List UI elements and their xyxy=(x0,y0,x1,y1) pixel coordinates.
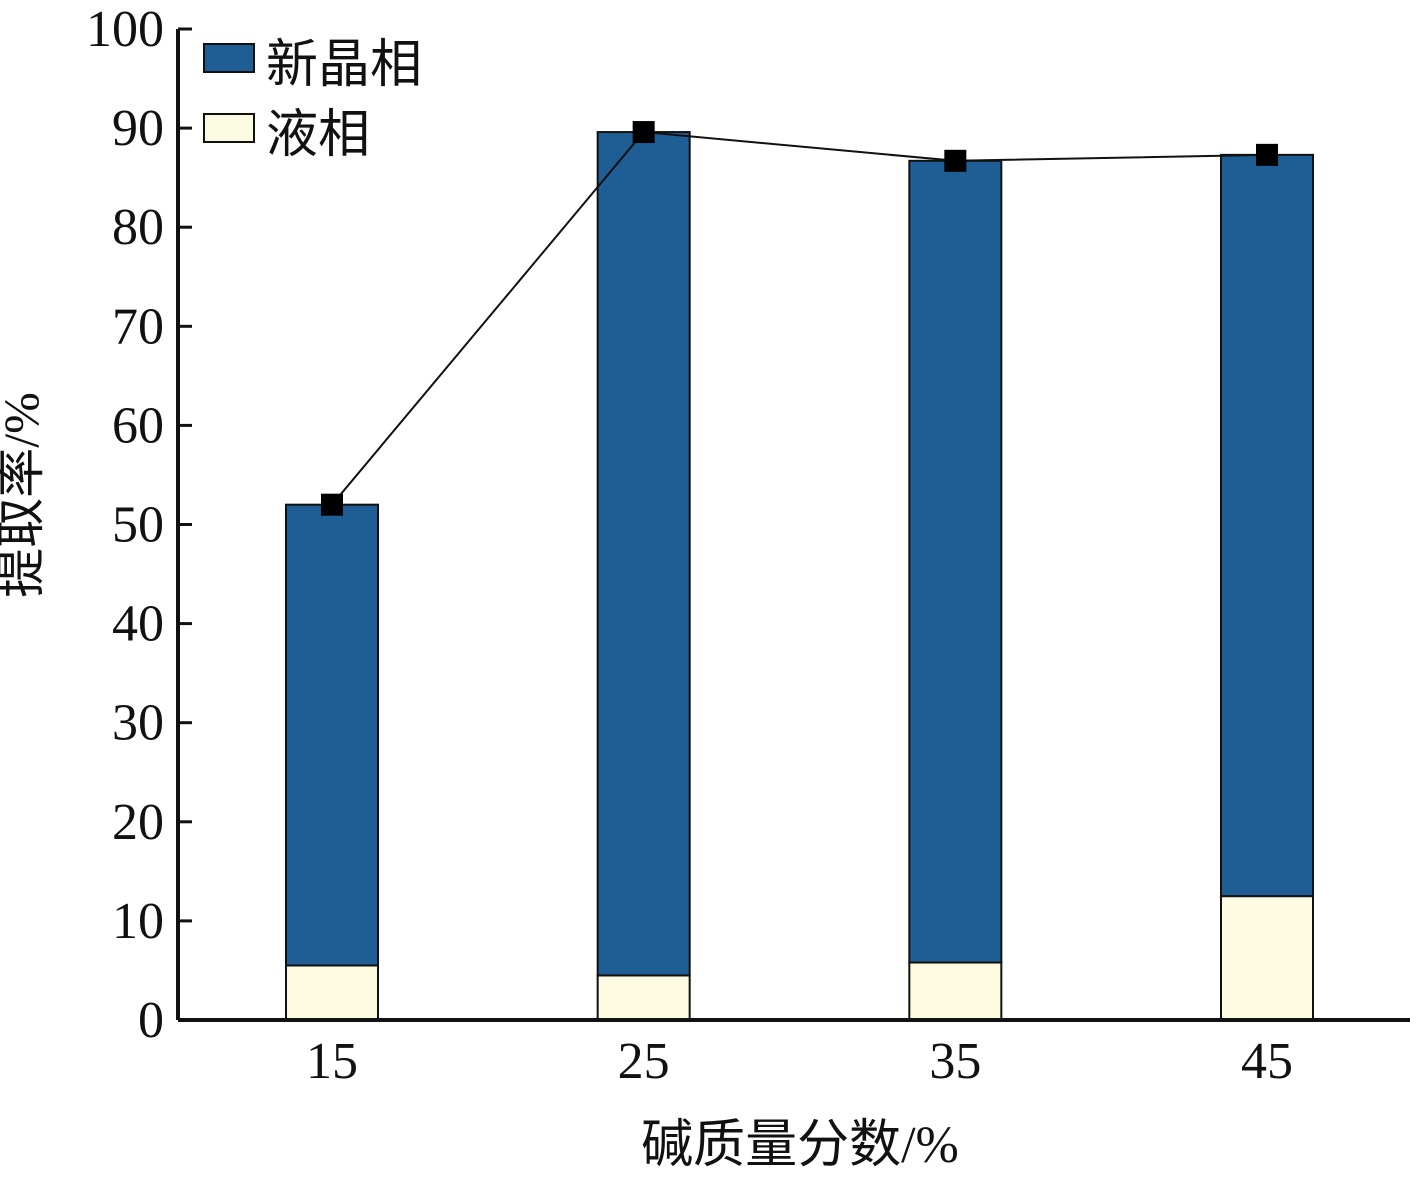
x-axis-title: 碱质量分数/% xyxy=(641,1117,959,1174)
y-tick-label: 100 xyxy=(86,1,164,58)
y-tick-label: 90 xyxy=(112,100,164,157)
y-tick-label: 70 xyxy=(112,298,164,355)
y-tick-label: 30 xyxy=(112,695,164,752)
bar-segment xyxy=(908,159,1003,964)
bar-segment xyxy=(285,964,379,1021)
legend-label: 液相 xyxy=(266,107,370,164)
y-tick-label: 0 xyxy=(138,992,164,1049)
bar-segment xyxy=(1220,895,1314,1021)
total-point-marker xyxy=(632,121,655,144)
x-tick-label: 45 xyxy=(1241,1033,1293,1090)
legend-swatch xyxy=(203,113,255,143)
bar-segment xyxy=(908,961,1003,1021)
total-line xyxy=(331,131,1268,506)
bar-segment xyxy=(596,974,691,1022)
bar-segment xyxy=(1220,153,1314,898)
legend-swatch xyxy=(203,43,255,73)
bars-layer xyxy=(285,131,1314,1022)
y-tick-label: 80 xyxy=(112,199,164,256)
y-tick-label: 20 xyxy=(112,794,164,851)
x-tick-label: 25 xyxy=(618,1033,670,1090)
legend-label: 新晶相 xyxy=(266,37,422,94)
x-tick-label: 35 xyxy=(929,1033,981,1090)
y-tick-label: 10 xyxy=(112,893,164,950)
y-tick-label: 50 xyxy=(112,497,164,554)
y-tick-label: 40 xyxy=(112,596,164,653)
bar-segment xyxy=(596,131,691,977)
y-axis-title: 提取率/% xyxy=(0,392,49,598)
total-point-marker xyxy=(321,493,343,516)
x-tick-label: 15 xyxy=(306,1033,358,1090)
total-line-layer xyxy=(321,121,1278,516)
y-tick-label: 60 xyxy=(112,397,164,454)
total-point-marker xyxy=(944,149,967,172)
bar-segment xyxy=(285,503,379,967)
total-point-marker xyxy=(1256,143,1278,166)
